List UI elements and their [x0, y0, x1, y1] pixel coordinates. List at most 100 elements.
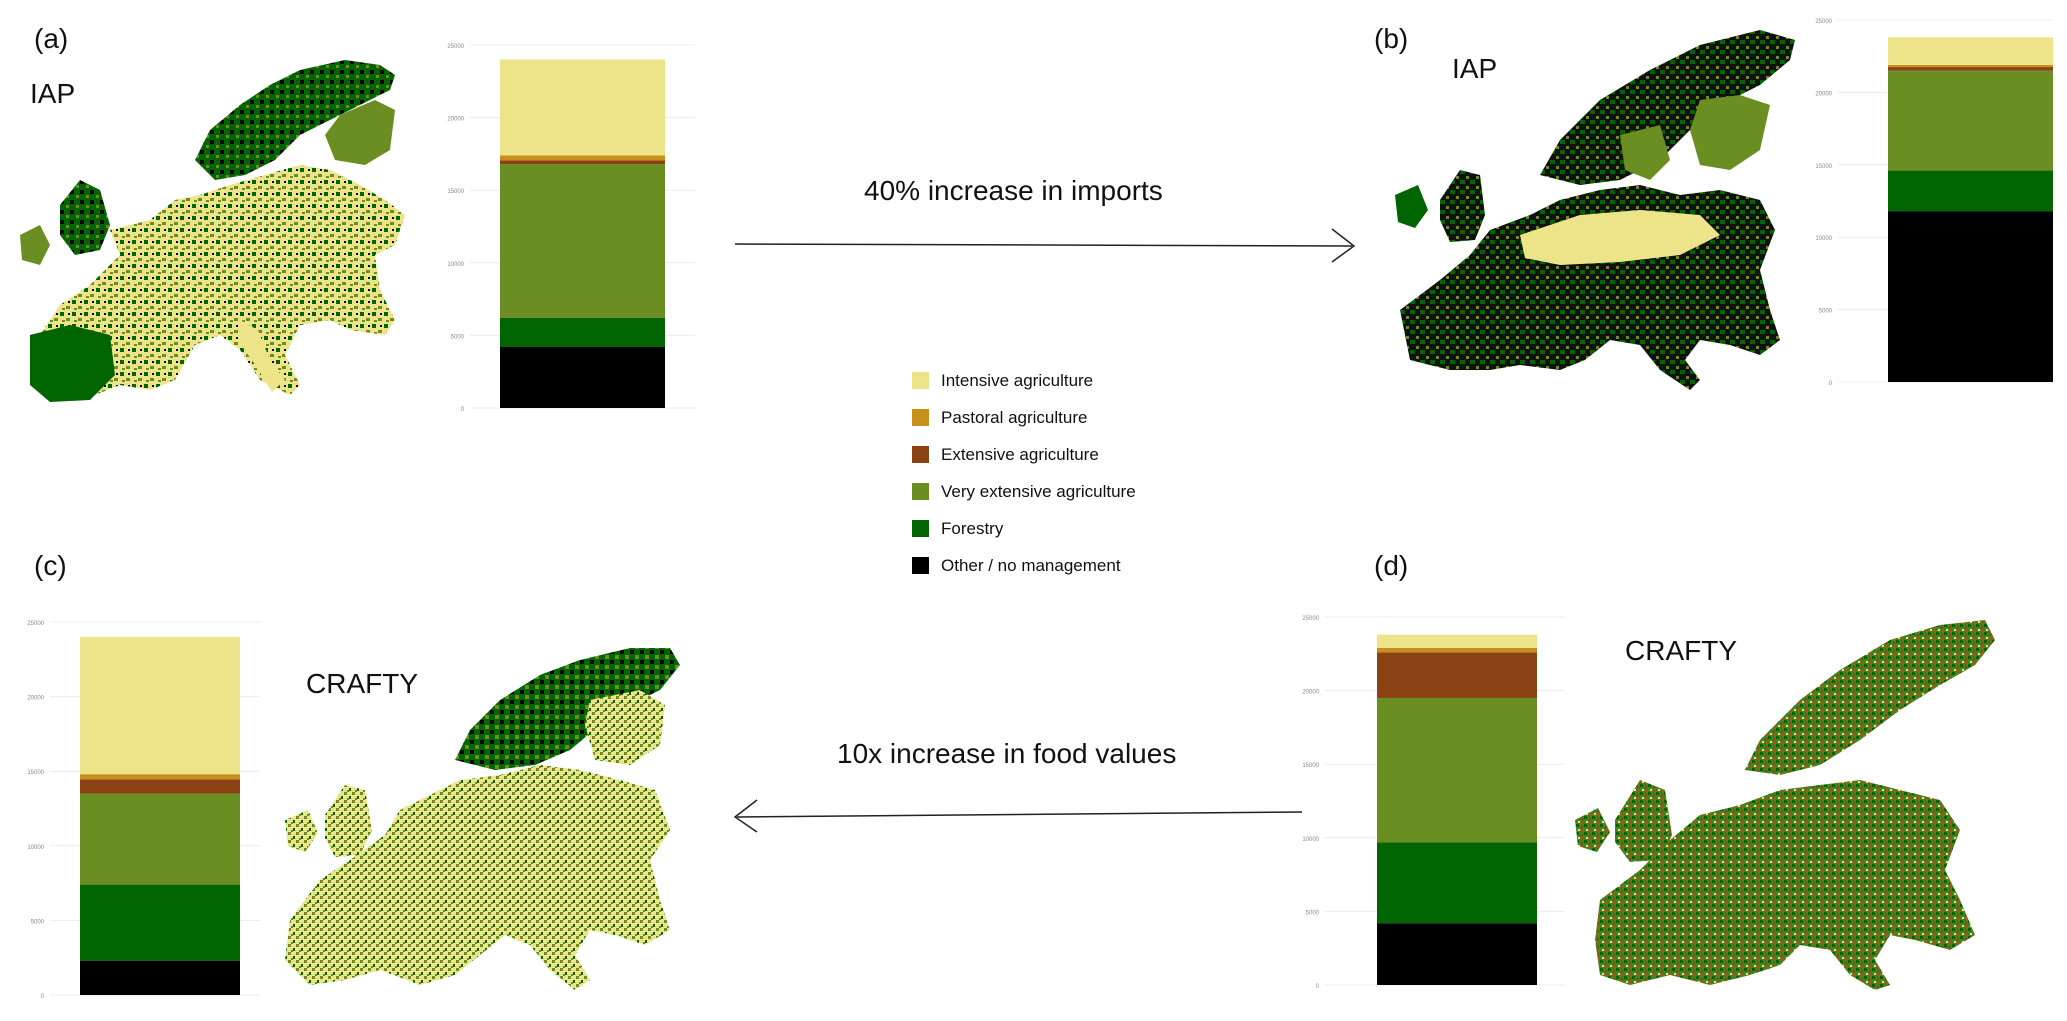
legend-item-intensive: Intensive agriculture: [912, 362, 1136, 399]
bar-segment-a-forestry: [500, 317, 665, 348]
bar-segment-b-extensive: [1888, 67, 2053, 71]
map-b-central-crop: [1520, 210, 1720, 265]
panel-label-b: (b): [1374, 23, 1409, 54]
map-c: [285, 648, 680, 990]
bar-segment-b-very-extensive: [1888, 70, 2053, 171]
tick-label-d-0: 0: [1316, 984, 1320, 990]
tick-label-b-3: 15000: [1815, 164, 1832, 170]
arrow-food-values-line: [736, 811, 1303, 818]
legend-item-extensive: Extensive agriculture: [912, 436, 1136, 473]
tick-label-a-5: 25000: [447, 44, 464, 50]
bar-segment-c-extensive: [80, 779, 240, 794]
panel-label-a: (a): [34, 23, 69, 54]
tick-label-b-1: 5000: [1819, 309, 1833, 315]
arrow-food-values-head: [733, 799, 758, 833]
map-c-ireland: [285, 810, 318, 852]
map-b-finland: [1690, 95, 1770, 170]
arrow-imports-head: [1331, 228, 1356, 263]
tick-label-b-2: 10000: [1815, 236, 1832, 242]
map-a-italy: [238, 320, 285, 392]
legend-swatch-extensive: [912, 446, 929, 463]
legend-item-forestry: Forestry: [912, 510, 1136, 547]
map-b-ireland: [1395, 185, 1428, 228]
bar-segment-a-extensive: [500, 160, 665, 165]
tick-label-d-5: 25000: [1302, 616, 1319, 622]
map-b-britain: [1440, 170, 1485, 242]
map-a: [20, 60, 405, 402]
bar-segment-d-intensive: [1377, 634, 1537, 648]
bar-segment-d-other: [1377, 923, 1537, 985]
bar-segment-a-other: [500, 347, 665, 408]
bar-segment-c-other: [80, 960, 240, 995]
stacked-bar-chart-c: 0 5000 10000 15000 20000 25000: [27, 621, 260, 1000]
tick-label-b-4: 20000: [1815, 91, 1832, 97]
map-b-scandinavia: [1540, 30, 1795, 185]
map-d-ireland: [1575, 808, 1610, 852]
tick-label-c-4: 20000: [27, 696, 44, 702]
bar-segment-b-pastoral: [1888, 64, 2053, 68]
map-a-scandinavia: [195, 60, 395, 180]
stacked-bar-chart-a: 0 5000 10000 15000 20000 25000: [447, 44, 695, 413]
map-d-britain: [1615, 780, 1672, 862]
legend-swatch-very-extensive: [912, 483, 929, 500]
model-label-d: CRAFTY: [1625, 635, 1737, 666]
tick-label-c-2: 10000: [27, 845, 44, 851]
map-a-iberia: [30, 325, 115, 402]
tick-label-a-3: 15000: [447, 189, 464, 195]
arrow-imports: [734, 228, 1356, 263]
arrow-food-values: [733, 799, 1303, 833]
tick-label-c-5: 25000: [27, 621, 44, 627]
bar-segment-c-pastoral: [80, 774, 240, 780]
legend-item-other: Other / no management: [912, 547, 1136, 584]
arrow-imports-line: [734, 243, 1353, 247]
tick-label-c-0: 0: [41, 994, 45, 1000]
model-label-a: IAP: [30, 78, 76, 109]
tick-label-c-3: 15000: [27, 770, 44, 776]
bar-segment-c-forestry: [80, 884, 240, 961]
stacked-bar-chart-b: 0 5000 10000 15000 20000 25000: [1815, 19, 2053, 387]
map-a-britain: [60, 180, 110, 255]
map-d-scandinavia: [1745, 620, 1995, 775]
map-a-ireland: [20, 225, 50, 265]
bar-segment-d-forestry: [1377, 842, 1537, 924]
tick-label-a-2: 10000: [447, 262, 464, 268]
legend-label-very-extensive: Very extensive agriculture: [941, 481, 1136, 501]
legend-label-other: Other / no management: [941, 555, 1121, 575]
bar-segment-d-pastoral: [1377, 647, 1537, 653]
map-d-mainland: [1595, 780, 1975, 990]
legend-label-pastoral: Pastoral agriculture: [941, 407, 1088, 427]
bar-segment-b-forestry: [1888, 170, 2053, 212]
legend-swatch-other: [912, 557, 929, 574]
legend-label-extensive: Extensive agriculture: [941, 444, 1099, 464]
map-b: [1395, 30, 1795, 390]
map-c-scandinavia: [455, 648, 680, 770]
map-c-mainland: [285, 765, 670, 990]
tick-label-b-5: 25000: [1815, 19, 1832, 25]
tick-label-a-4: 20000: [447, 117, 464, 123]
bar-segment-d-extensive: [1377, 652, 1537, 698]
tick-label-a-0: 0: [461, 407, 465, 413]
bar-segment-b-other: [1888, 211, 2053, 382]
model-label-c: CRAFTY: [306, 668, 418, 699]
legend-swatch-intensive: [912, 372, 929, 389]
bar-segment-a-very-extensive: [500, 164, 665, 318]
bar-segment-a-pastoral: [500, 155, 665, 161]
stacked-bar-chart-d: 0 5000 10000 15000 20000 25000: [1302, 616, 1565, 990]
map-d: [1575, 620, 1995, 990]
bar-segment-c-very-extensive: [80, 793, 240, 885]
legend-swatch-forestry: [912, 520, 929, 537]
legend-label-forestry: Forestry: [941, 518, 1004, 538]
map-c-britain: [325, 785, 372, 857]
bar-segment-c-intensive: [80, 636, 240, 775]
legend-swatch-pastoral: [912, 409, 929, 426]
bar-segment-a-intensive: [500, 59, 665, 156]
tick-label-d-2: 10000: [1302, 837, 1319, 843]
legend-label-intensive: Intensive agriculture: [941, 370, 1094, 390]
tick-label-d-3: 15000: [1302, 763, 1319, 769]
map-a-mainland: [30, 165, 405, 400]
bar-segment-b-intensive: [1888, 37, 2053, 65]
legend-item-very-extensive: Very extensive agriculture: [912, 473, 1136, 510]
arrow-label-imports: 40% increase in imports: [864, 175, 1163, 206]
